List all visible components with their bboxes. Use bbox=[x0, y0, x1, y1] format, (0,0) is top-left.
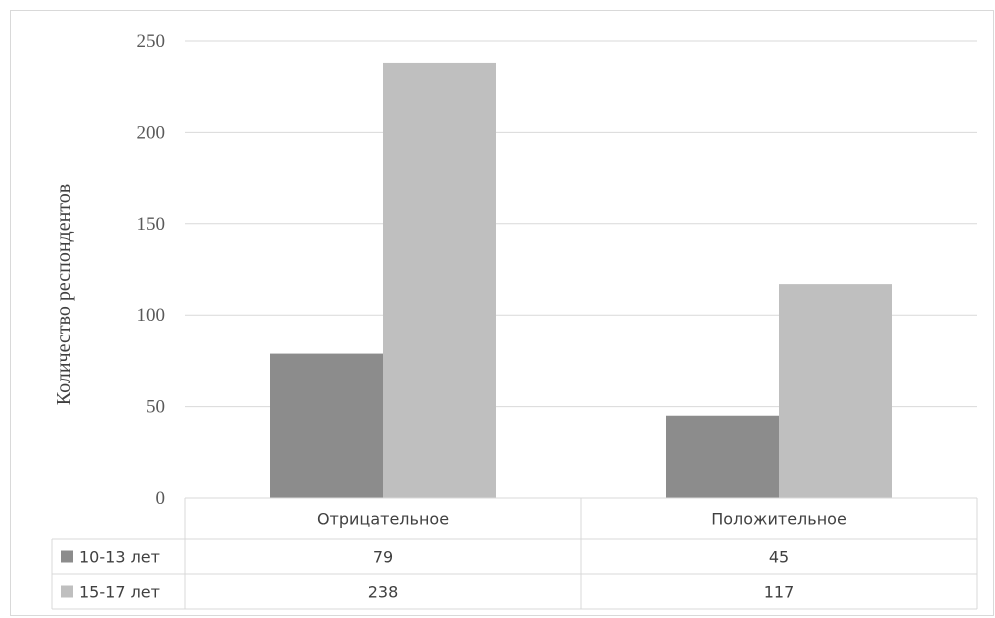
chart-frame bbox=[10, 10, 994, 616]
legend-label: 15-17 лет bbox=[79, 583, 160, 602]
bar bbox=[270, 353, 383, 498]
data-table-value: 238 bbox=[368, 583, 399, 602]
data-table-value: 45 bbox=[769, 548, 789, 567]
legend-swatch bbox=[61, 550, 73, 563]
y-tick-label: 150 bbox=[137, 214, 166, 235]
bar bbox=[383, 62, 496, 498]
y-axis-label: Количество респондентов bbox=[53, 184, 75, 405]
data-table-value: 117 bbox=[764, 583, 795, 602]
legend-label: 10-13 лет bbox=[79, 548, 160, 567]
data-table: Отрицательное Положительное 10-13 лет 79 45 1… bbox=[51, 497, 978, 610]
data-table-value: 79 bbox=[373, 548, 393, 567]
y-axis-ticks: 0 50 100 150 200 250 bbox=[137, 31, 166, 509]
y-tick-label: 100 bbox=[137, 305, 166, 326]
bars bbox=[270, 62, 892, 498]
y-tick-label: 250 bbox=[137, 31, 166, 52]
category-label: Положительное bbox=[711, 510, 847, 529]
legend-swatch bbox=[61, 585, 73, 598]
y-tick-label: 0 bbox=[156, 488, 166, 509]
category-label: Отрицательное bbox=[317, 510, 449, 529]
bar bbox=[779, 284, 892, 498]
bar bbox=[666, 415, 779, 498]
y-tick-label: 200 bbox=[137, 122, 166, 143]
y-tick-label: 50 bbox=[146, 397, 165, 418]
